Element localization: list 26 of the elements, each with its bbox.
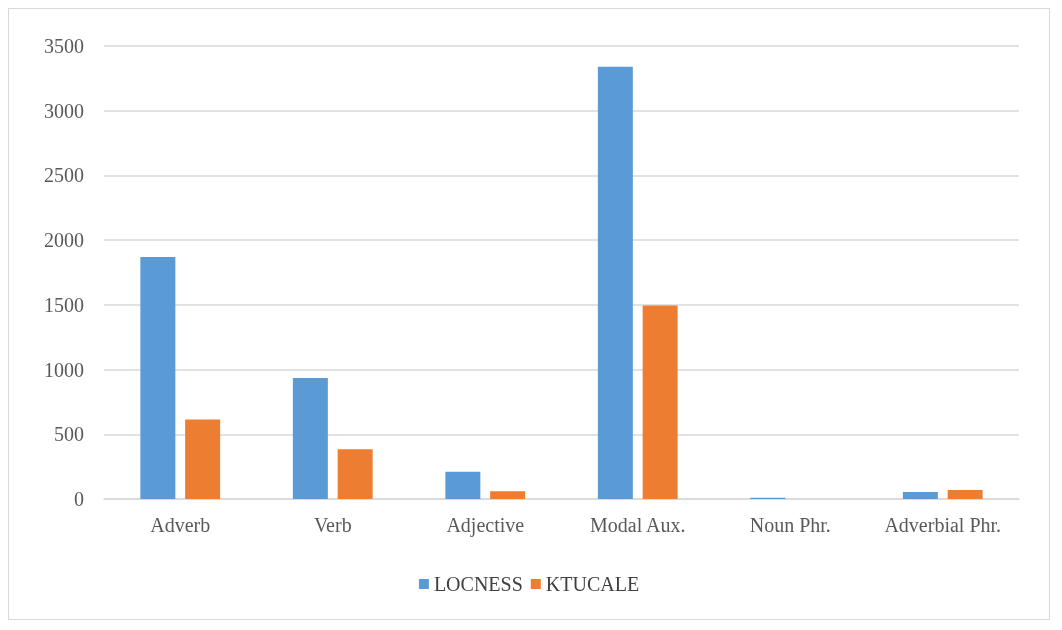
y-tick-label: 1500 (44, 293, 84, 316)
legend-label: LOCNESS (433, 573, 523, 595)
x-tick-label: Adverbial Phr. (884, 514, 1002, 536)
y-tick-label: 2500 (44, 164, 84, 187)
x-tick-label: Verb (313, 514, 352, 536)
bar (337, 449, 373, 499)
bar (185, 419, 221, 499)
bar (490, 491, 526, 499)
x-tick-label: Adjective (446, 514, 525, 537)
y-tick-label: 0 (74, 488, 84, 510)
y-tick-label: 3000 (44, 99, 84, 122)
x-tick-label: Adverb (150, 514, 211, 536)
bar (292, 377, 328, 499)
bar (140, 256, 176, 499)
y-tick-label: 1000 (44, 358, 84, 381)
bar (642, 305, 678, 499)
bar (947, 489, 983, 499)
legend-label: KTUCALE (545, 573, 640, 595)
y-tick-label: 2000 (44, 229, 84, 252)
bar (445, 471, 481, 499)
y-tick-label: 500 (54, 423, 84, 446)
x-tick-label: Modal Aux. (589, 514, 686, 536)
y-tick-label: 3500 (44, 35, 84, 57)
bar (902, 491, 938, 499)
bar (597, 66, 633, 499)
x-tick-label: Noun Phr. (749, 514, 831, 536)
